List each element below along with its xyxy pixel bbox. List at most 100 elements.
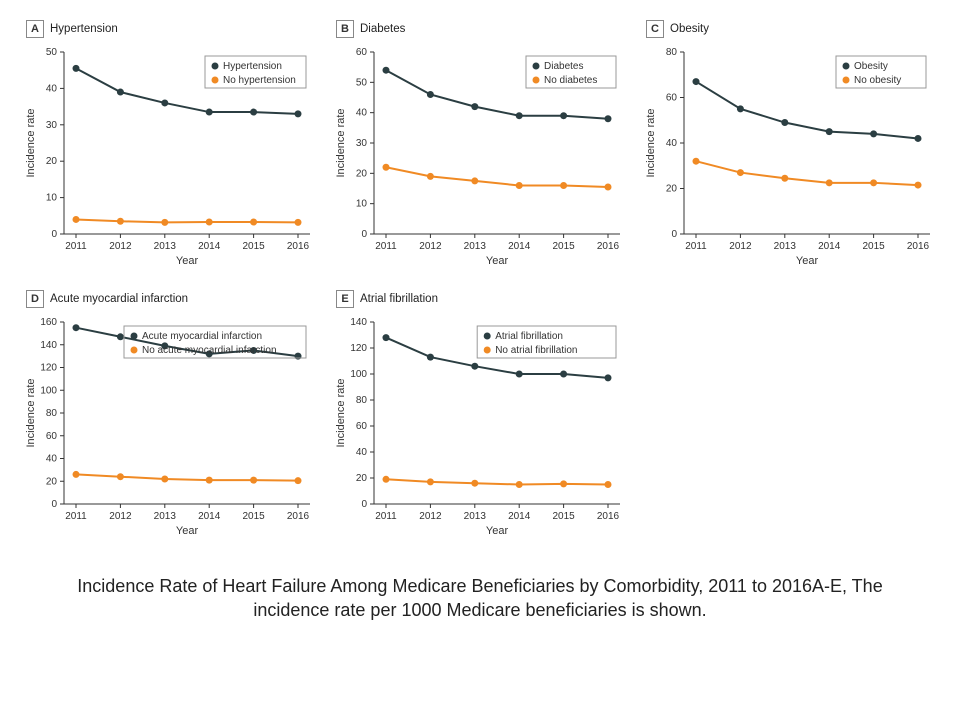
data-marker (73, 65, 80, 72)
data-marker (117, 333, 124, 340)
data-marker (383, 164, 390, 171)
svg-text:2015: 2015 (242, 241, 265, 252)
data-marker (206, 218, 213, 225)
svg-text:40: 40 (356, 447, 368, 458)
svg-text:Incidence rate: Incidence rate (25, 378, 37, 447)
svg-text:10: 10 (46, 193, 58, 204)
panel-title-row: A Hypertension (20, 20, 320, 38)
legend-marker (843, 77, 850, 84)
legend-label: Hypertension (223, 61, 282, 72)
data-marker (383, 67, 390, 74)
svg-text:100: 100 (40, 385, 57, 396)
chart-svg: 0102030405060201120122013201420152016Yea… (330, 42, 630, 272)
data-marker (295, 477, 302, 484)
data-marker (605, 115, 612, 122)
legend-label: Acute myocardial infarction (142, 331, 262, 342)
svg-text:2015: 2015 (552, 241, 575, 252)
data-marker (737, 105, 744, 112)
svg-text:0: 0 (51, 499, 57, 510)
svg-text:Incidence rate: Incidence rate (25, 108, 37, 177)
data-marker (605, 481, 612, 488)
panel-letter: C (646, 20, 664, 38)
panel-title: Acute myocardial infarction (50, 293, 188, 305)
data-marker (250, 218, 257, 225)
chart-panel-D: DAcute myocardial infarction020406080100… (20, 290, 320, 550)
svg-text:2013: 2013 (154, 241, 177, 252)
svg-text:2016: 2016 (597, 511, 620, 522)
data-marker (295, 353, 302, 360)
data-marker (516, 481, 523, 488)
svg-text:140: 140 (40, 340, 57, 351)
series-line-without (386, 167, 608, 187)
data-marker (605, 374, 612, 381)
svg-text:Incidence rate: Incidence rate (335, 108, 347, 177)
data-marker (560, 112, 567, 119)
legend-label: Diabetes (544, 61, 583, 72)
svg-text:30: 30 (356, 138, 368, 149)
panel-letter: A (26, 20, 44, 38)
data-marker (516, 182, 523, 189)
svg-text:40: 40 (46, 83, 58, 94)
svg-text:30: 30 (46, 120, 58, 131)
data-marker (161, 99, 168, 106)
data-marker (117, 89, 124, 96)
data-marker (250, 109, 257, 116)
panel-letter: D (26, 290, 44, 308)
svg-text:2014: 2014 (198, 241, 221, 252)
panel-title-row: CObesity (640, 20, 940, 38)
svg-text:10: 10 (356, 199, 368, 210)
svg-text:2011: 2011 (685, 241, 707, 252)
chart-grid: AHypertension010203040502011201220132014… (10, 20, 950, 550)
data-marker (516, 371, 523, 378)
panel-title-row: EAtrial fibrillation (330, 290, 630, 308)
data-marker (915, 182, 922, 189)
data-marker (73, 324, 80, 331)
svg-text:Incidence rate: Incidence rate (645, 108, 657, 177)
svg-text:2014: 2014 (818, 241, 841, 252)
svg-text:2011: 2011 (375, 241, 397, 252)
data-marker (471, 480, 478, 487)
legend-marker (533, 77, 540, 84)
data-marker (161, 475, 168, 482)
svg-text:2016: 2016 (907, 241, 930, 252)
legend-marker (843, 63, 850, 70)
data-marker (383, 476, 390, 483)
chart-panel-B: BDiabetes0102030405060201120122013201420… (330, 20, 630, 280)
data-marker (117, 218, 124, 225)
panel-title-row: BDiabetes (330, 20, 630, 38)
svg-text:2016: 2016 (287, 511, 310, 522)
data-marker (781, 119, 788, 126)
svg-text:80: 80 (666, 47, 678, 58)
svg-text:60: 60 (666, 93, 678, 104)
chart-panel-C: CObesity02040608020112012201320142015201… (640, 20, 940, 280)
svg-text:2012: 2012 (419, 241, 442, 252)
svg-text:80: 80 (356, 395, 368, 406)
data-marker (471, 177, 478, 184)
series-line-without (76, 474, 298, 480)
legend-marker (484, 333, 491, 340)
legend-label: Atrial fibrillation (495, 331, 563, 342)
panel-letter: B (336, 20, 354, 38)
svg-text:2014: 2014 (508, 511, 531, 522)
legend-marker (212, 63, 219, 70)
panel-title: Hypertension (50, 23, 118, 35)
svg-text:2013: 2013 (464, 511, 487, 522)
svg-text:2012: 2012 (109, 241, 132, 252)
data-marker (560, 371, 567, 378)
svg-text:20: 20 (666, 184, 678, 195)
data-marker (117, 473, 124, 480)
panel-letter: E (336, 290, 354, 308)
series-line-with (696, 82, 918, 139)
chart-panel-A: AHypertension010203040502011201220132014… (20, 20, 320, 280)
svg-text:2011: 2011 (65, 241, 87, 252)
legend-label: Obesity (854, 61, 888, 72)
data-marker (427, 173, 434, 180)
data-marker (73, 216, 80, 223)
chart-svg: 0204060801001201401602011201220132014201… (20, 312, 320, 542)
data-marker (161, 219, 168, 226)
svg-text:Year: Year (486, 255, 509, 267)
svg-text:0: 0 (671, 229, 677, 240)
panel-title-row: D Acute myocardial infarction (20, 290, 320, 308)
svg-text:2013: 2013 (774, 241, 797, 252)
svg-text:40: 40 (666, 138, 678, 149)
